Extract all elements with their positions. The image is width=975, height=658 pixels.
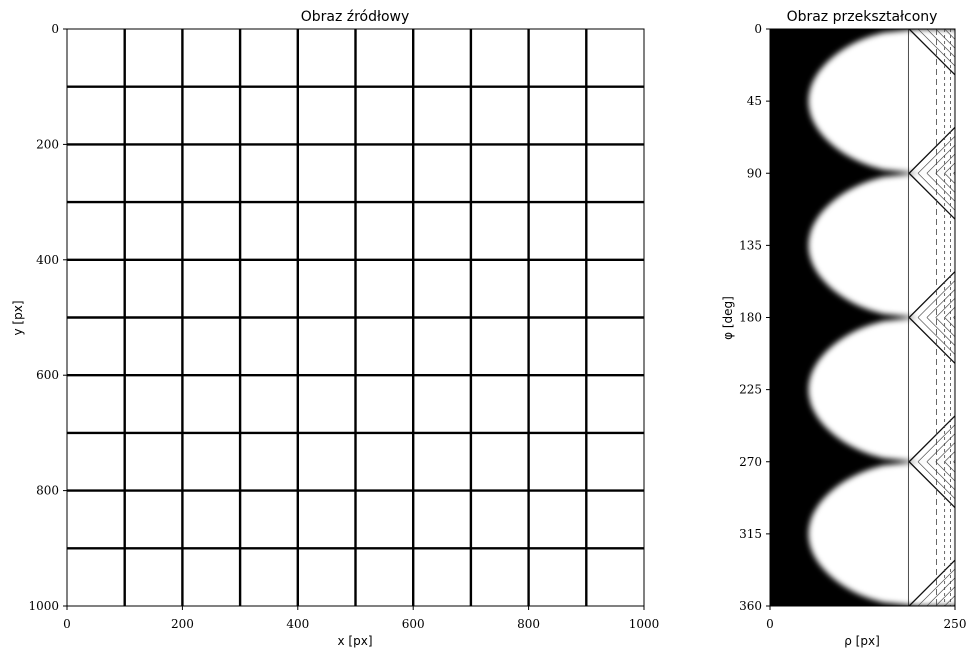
transformed-arc bbox=[908, 414, 955, 509]
transformed-x-ticks: 0 250 bbox=[766, 606, 966, 631]
transformed-arc bbox=[953, 29, 955, 31]
source-plot-frame bbox=[66, 28, 645, 607]
transformed-arc bbox=[935, 586, 955, 606]
source-x-tick-label: 600 bbox=[402, 617, 425, 631]
source-x-tick-label: 200 bbox=[171, 617, 194, 631]
source-x-tick-label: 400 bbox=[286, 617, 309, 631]
source-image-chart: Obraz źródłowy 0 200 400 600 800 1000 0 … bbox=[11, 9, 659, 648]
transformed-y-tick-label: 360 bbox=[739, 599, 762, 613]
source-y-tick-label: 600 bbox=[36, 368, 59, 382]
transformed-y-ticks: 0 45 90 135 180 225 270 315 360 bbox=[739, 22, 770, 613]
transformed-arc bbox=[935, 29, 955, 49]
transformed-arc bbox=[926, 577, 955, 606]
transformed-y-axis-label: φ [deg] bbox=[721, 296, 735, 340]
transformed-y-tick-label: 0 bbox=[754, 22, 762, 36]
transformed-arc bbox=[908, 559, 955, 606]
source-y-tick-label: 400 bbox=[36, 253, 59, 267]
transformed-arc bbox=[908, 126, 955, 221]
source-y-tick-label: 200 bbox=[36, 137, 59, 151]
transformed-lobe bbox=[808, 29, 955, 174]
transformed-arc bbox=[953, 459, 955, 464]
transformed-lobe bbox=[808, 461, 955, 606]
transformed-image-chart: Obraz przekształcony 0 250 0 45 90 135 1… bbox=[721, 9, 966, 648]
source-grid-lines bbox=[67, 29, 644, 606]
source-y-tick-label: 1000 bbox=[28, 599, 59, 613]
source-x-tick-label: 1000 bbox=[629, 617, 660, 631]
source-y-tick-label: 800 bbox=[36, 484, 59, 498]
source-y-axis-label: y [px] bbox=[11, 301, 25, 336]
transformed-x-tick-label: 0 bbox=[766, 617, 774, 631]
transformed-y-tick-label: 315 bbox=[739, 527, 762, 541]
source-y-tick-label: 0 bbox=[51, 22, 59, 36]
transformed-arc bbox=[935, 153, 955, 193]
transformed-x-tick-label: 250 bbox=[944, 617, 967, 631]
transformed-lobes bbox=[808, 29, 955, 606]
transformed-y-tick-label: 90 bbox=[747, 166, 762, 180]
transformed-y-tick-label: 45 bbox=[747, 94, 762, 108]
source-x-axis-label: x [px] bbox=[338, 634, 373, 648]
transformed-lobe bbox=[808, 317, 955, 462]
transformed-y-tick-label: 270 bbox=[739, 455, 762, 469]
source-chart-title: Obraz źródłowy bbox=[301, 9, 410, 25]
transformed-arc bbox=[926, 29, 955, 58]
transformed-arc bbox=[953, 315, 955, 320]
transformed-x-axis-label: ρ [px] bbox=[844, 634, 880, 648]
source-x-ticks: 0 200 400 600 800 1000 bbox=[63, 606, 659, 631]
transformed-arc bbox=[935, 297, 955, 338]
transformed-arc bbox=[953, 171, 955, 176]
transformed-lobe bbox=[808, 173, 955, 318]
transformed-y-tick-label: 225 bbox=[739, 383, 762, 397]
transformed-arc bbox=[908, 29, 955, 76]
transformed-arc bbox=[926, 288, 955, 347]
transformed-y-tick-label: 180 bbox=[739, 311, 762, 325]
transformed-y-tick-label: 135 bbox=[739, 238, 762, 252]
source-x-tick-label: 0 bbox=[63, 617, 71, 631]
transformed-chart-title: Obraz przekształcony bbox=[787, 9, 938, 25]
transformed-arc bbox=[953, 604, 955, 606]
source-y-ticks: 0 200 400 600 800 1000 bbox=[28, 22, 67, 613]
transformed-arc-lines bbox=[907, 29, 955, 606]
transformed-arc bbox=[908, 270, 955, 365]
source-x-tick-label: 800 bbox=[517, 617, 540, 631]
transformed-arc bbox=[935, 442, 955, 482]
